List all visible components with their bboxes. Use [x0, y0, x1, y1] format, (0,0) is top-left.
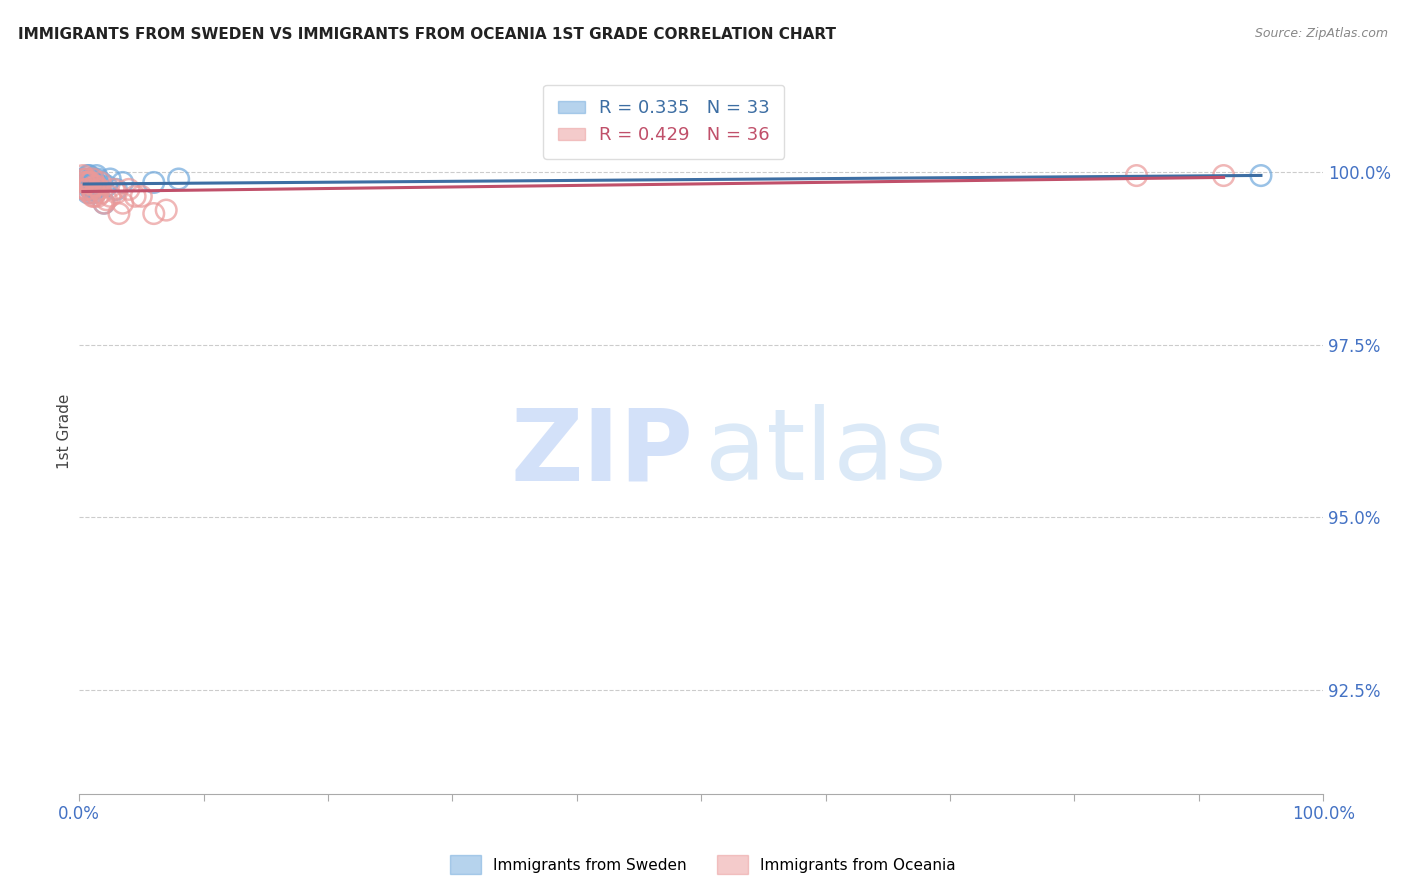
Text: atlas: atlas: [704, 404, 946, 501]
Point: [84, 186, 107, 200]
Point: [76, 176, 98, 190]
Point: [142, 206, 165, 220]
Point: [84, 176, 107, 190]
Point: [86, 169, 108, 183]
Point: [77, 176, 100, 190]
Point: [83, 182, 105, 196]
Point: [98, 172, 121, 186]
Point: [83, 178, 105, 193]
Point: [93, 196, 115, 211]
Point: [80, 182, 103, 196]
Point: [105, 182, 128, 196]
Legend: Immigrants from Sweden, Immigrants from Oceania: Immigrants from Sweden, Immigrants from …: [444, 849, 962, 880]
Point: [131, 189, 153, 203]
Point: [76, 172, 98, 186]
Point: [82, 189, 104, 203]
Point: [77, 169, 100, 183]
Point: [80, 182, 103, 196]
Point: [79, 176, 101, 190]
Point: [124, 189, 146, 203]
Point: [75, 182, 97, 196]
Point: [87, 189, 110, 203]
Point: [75, 176, 97, 190]
Point: [80, 172, 103, 186]
Point: [111, 176, 134, 190]
Point: [73, 172, 96, 186]
Point: [98, 189, 121, 203]
Point: [76, 186, 98, 200]
Point: [76, 176, 98, 190]
Point: [77, 178, 100, 193]
Point: [93, 196, 115, 211]
Point: [82, 176, 104, 190]
Point: [76, 172, 98, 186]
Point: [79, 178, 101, 193]
Point: [167, 172, 190, 186]
Point: [1250, 169, 1272, 183]
Point: [73, 172, 96, 186]
Point: [87, 172, 110, 186]
Point: [89, 176, 111, 190]
Point: [1212, 169, 1234, 183]
Point: [90, 186, 112, 200]
Point: [83, 172, 105, 186]
Point: [75, 182, 97, 196]
Point: [87, 178, 110, 193]
Point: [108, 206, 131, 220]
Point: [87, 182, 110, 196]
Point: [82, 182, 104, 196]
Point: [111, 196, 134, 211]
Point: [118, 182, 141, 196]
Point: [76, 182, 98, 196]
Text: Source: ZipAtlas.com: Source: ZipAtlas.com: [1254, 27, 1388, 40]
Point: [103, 182, 125, 196]
Text: ZIP: ZIP: [510, 404, 693, 501]
Point: [77, 176, 100, 190]
Point: [96, 193, 118, 207]
Point: [1125, 169, 1147, 183]
Point: [82, 186, 104, 200]
Point: [155, 203, 177, 218]
Y-axis label: 1st Grade: 1st Grade: [58, 393, 72, 469]
Point: [79, 172, 101, 186]
Point: [142, 176, 165, 190]
Legend: R = 0.335   N = 33, R = 0.429   N = 36: R = 0.335 N = 33, R = 0.429 N = 36: [543, 85, 785, 159]
Point: [83, 189, 105, 203]
Point: [73, 176, 96, 190]
Point: [82, 172, 104, 186]
Point: [76, 169, 98, 183]
Point: [72, 169, 94, 183]
Text: IMMIGRANTS FROM SWEDEN VS IMMIGRANTS FROM OCEANIA 1ST GRADE CORRELATION CHART: IMMIGRANTS FROM SWEDEN VS IMMIGRANTS FRO…: [18, 27, 837, 42]
Point: [90, 176, 112, 190]
Point: [77, 186, 100, 200]
Point: [105, 186, 128, 200]
Point: [76, 178, 98, 193]
Point: [96, 178, 118, 193]
Point: [75, 176, 97, 190]
Point: [86, 178, 108, 193]
